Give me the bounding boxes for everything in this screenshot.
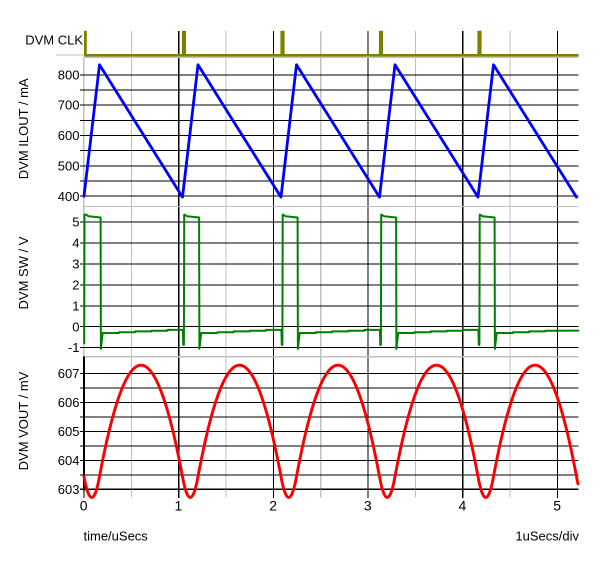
svg-text:5: 5 — [72, 215, 79, 230]
svg-text:607: 607 — [58, 366, 80, 381]
svg-text:DVM SW / V: DVM SW / V — [16, 236, 31, 309]
svg-text:-1: -1 — [68, 340, 80, 355]
svg-text:DVM ILOUT / mA: DVM ILOUT / mA — [16, 78, 31, 179]
svg-text:603: 603 — [58, 482, 80, 497]
svg-text:DVM VOUT / mV: DVM VOUT / mV — [16, 371, 31, 470]
svg-text:4: 4 — [72, 236, 79, 251]
svg-text:604: 604 — [58, 453, 80, 468]
svg-text:600: 600 — [58, 128, 80, 143]
svg-text:time/uSecs: time/uSecs — [84, 529, 149, 544]
svg-text:800: 800 — [58, 67, 80, 82]
svg-text:400: 400 — [58, 189, 80, 204]
svg-text:606: 606 — [58, 395, 80, 410]
svg-text:DVM CLK: DVM CLK — [25, 32, 83, 47]
svg-text:700: 700 — [58, 98, 80, 113]
svg-text:1: 1 — [175, 498, 183, 514]
svg-text:1uSecs/div: 1uSecs/div — [515, 529, 579, 544]
svg-text:0: 0 — [72, 319, 79, 334]
svg-text:5: 5 — [553, 498, 561, 514]
svg-text:3: 3 — [72, 257, 79, 272]
svg-text:2: 2 — [72, 278, 79, 293]
svg-text:0: 0 — [80, 498, 88, 514]
svg-text:4: 4 — [459, 498, 467, 514]
svg-text:500: 500 — [58, 158, 80, 173]
svg-text:605: 605 — [58, 424, 80, 439]
svg-text:1: 1 — [72, 298, 79, 313]
svg-text:3: 3 — [364, 498, 372, 514]
svg-text:2: 2 — [269, 498, 277, 514]
